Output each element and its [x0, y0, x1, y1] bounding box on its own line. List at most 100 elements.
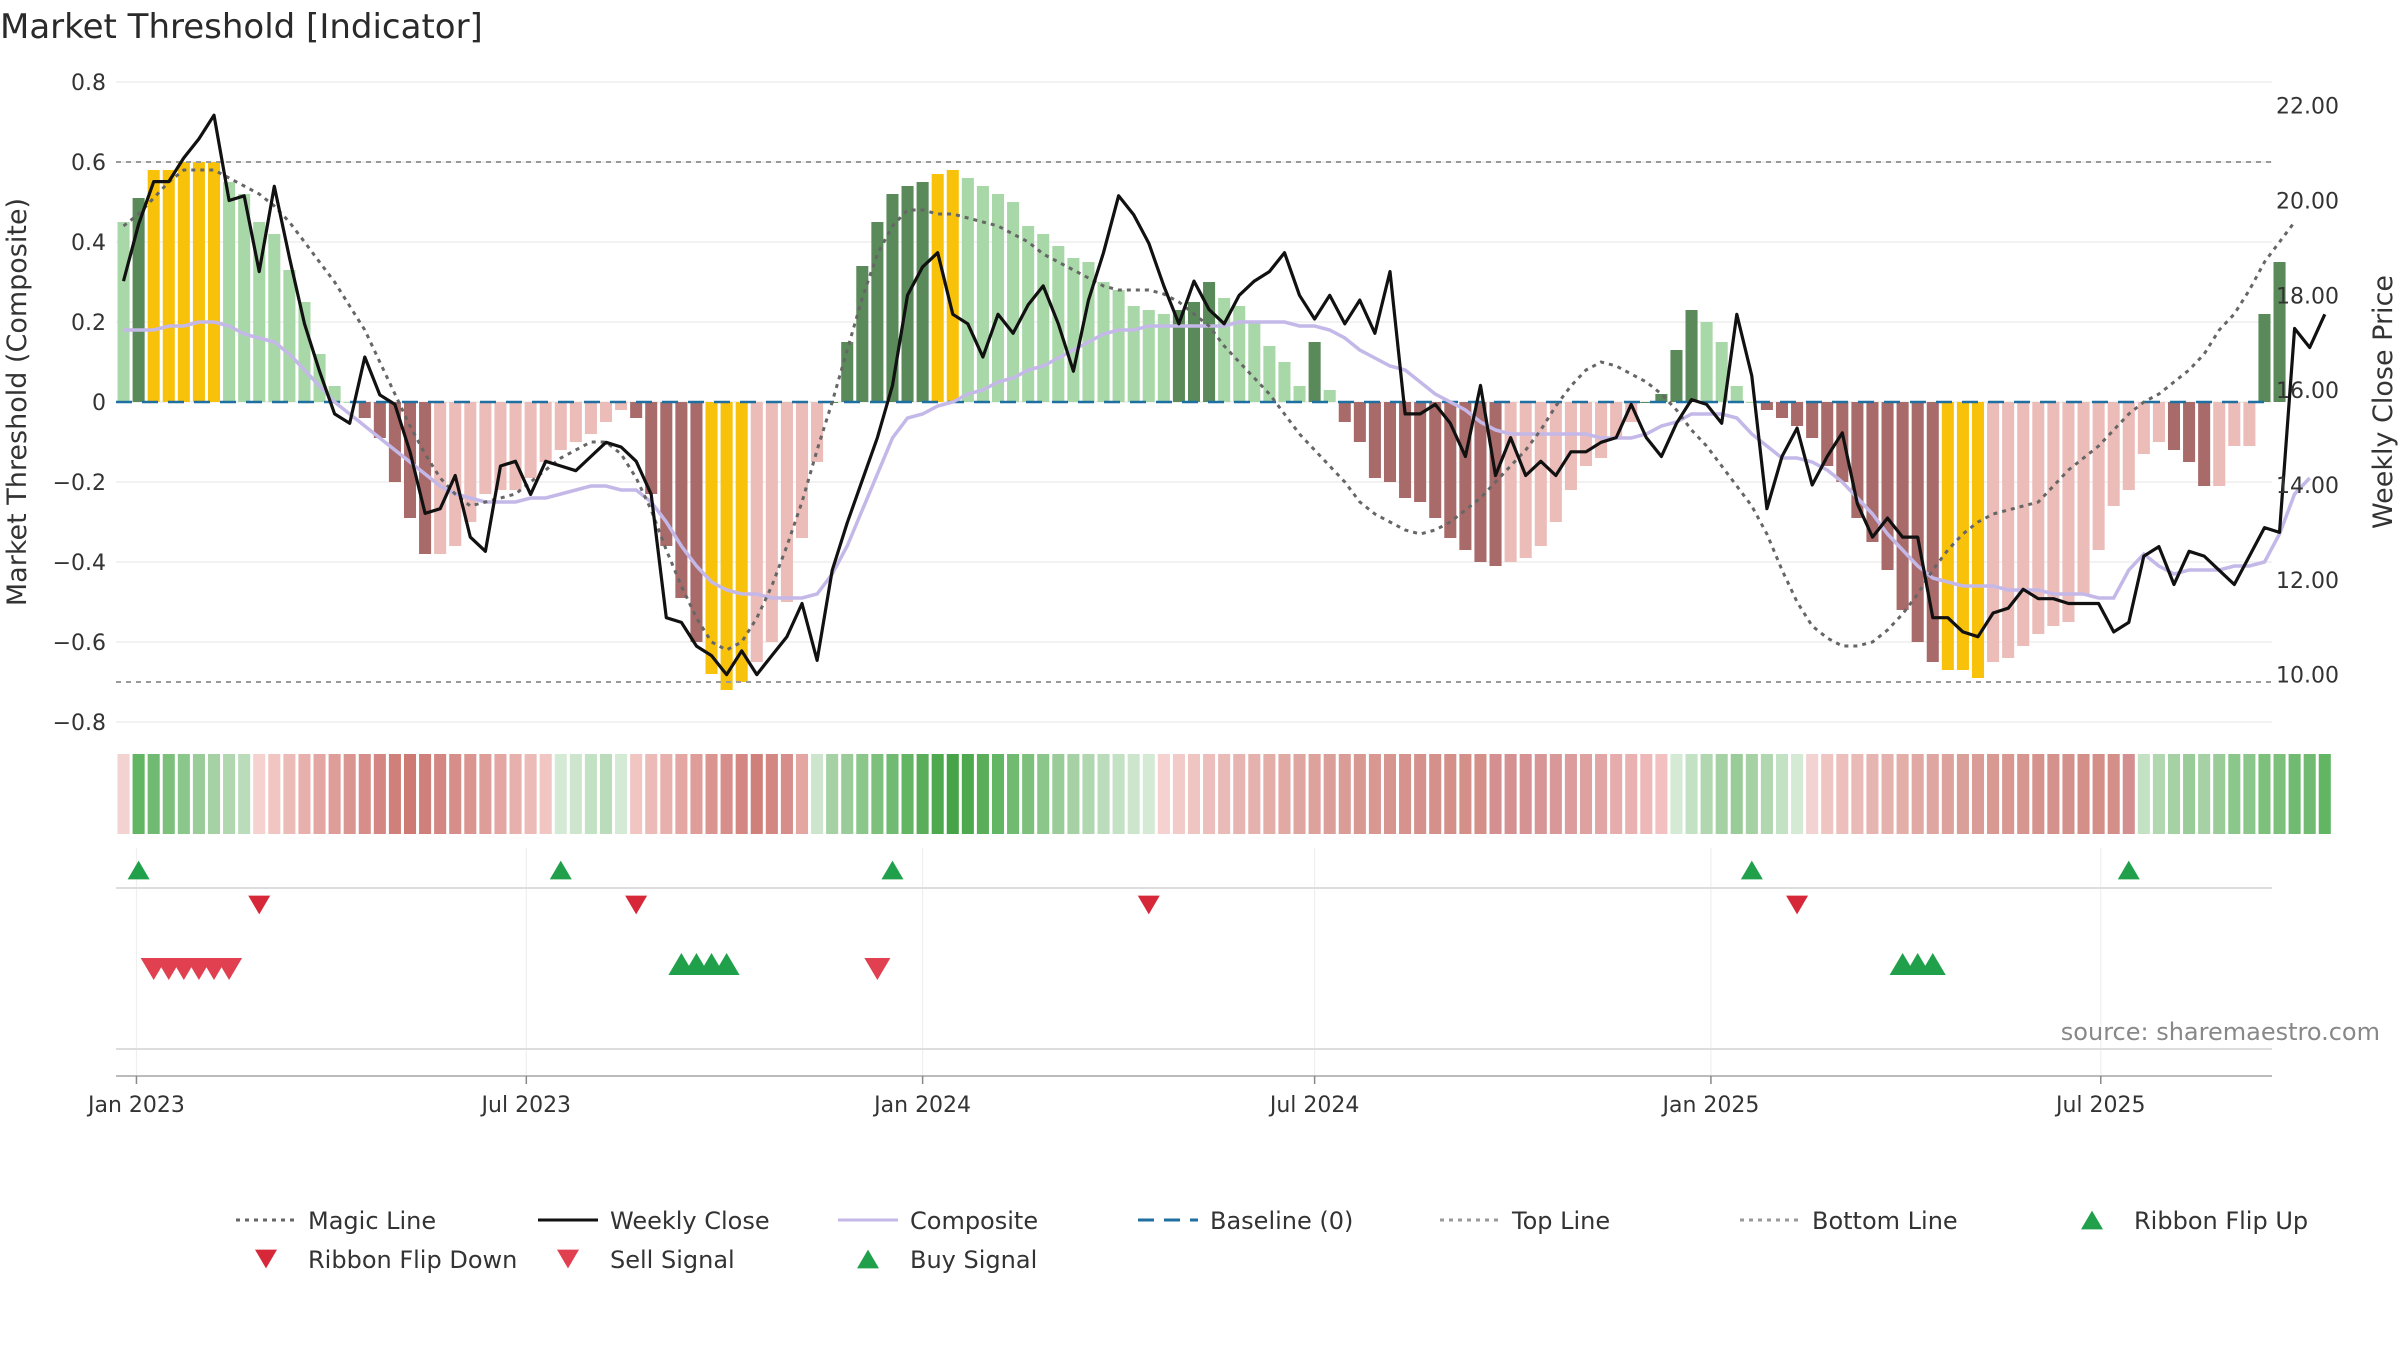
composite-bar — [373, 402, 386, 438]
composite-bar — [1368, 402, 1381, 478]
composite-bar — [2017, 402, 2030, 646]
ribbon-cell — [2318, 754, 2331, 834]
ribbon-cell — [1263, 754, 1276, 834]
ribbon-cell — [434, 754, 447, 834]
y-right-tick-label: 14.00 — [2276, 474, 2339, 499]
composite-bar — [479, 402, 492, 494]
composite-bar — [1504, 402, 1517, 562]
composite-bar — [1775, 402, 1789, 418]
composite-bar — [1187, 302, 1201, 402]
ribbon-cell — [660, 754, 673, 834]
legend-label: Top Line — [1511, 1207, 1610, 1235]
composite-bar — [1700, 322, 1713, 402]
composite-bar — [1610, 402, 1623, 438]
composite-bar — [750, 402, 763, 662]
ribbon-cell — [2077, 754, 2090, 834]
ribbon-cell — [207, 754, 221, 834]
ribbon-cell — [479, 754, 492, 834]
y-right-tick-label: 22.00 — [2276, 95, 2339, 120]
y-left-tick-label: 0.6 — [71, 151, 106, 176]
composite-bar — [705, 402, 718, 674]
ribbon-cell — [1836, 754, 1849, 834]
ribbon-cell — [464, 754, 477, 834]
ribbon-cell — [871, 754, 884, 834]
composite-bar — [2167, 402, 2181, 450]
composite-bar — [1112, 290, 1125, 402]
x-tick-label: Jan 2024 — [872, 1093, 971, 1118]
ribbon-cell — [1941, 754, 1954, 834]
ribbon-cell — [720, 754, 733, 834]
composite-bar — [1806, 402, 1819, 438]
ribbon-cell — [1052, 754, 1065, 834]
y-axis-left-label: Market Threshold (Composite) — [2, 198, 33, 606]
composite-bar — [675, 402, 688, 598]
composite-bar — [434, 402, 447, 554]
composite-bar — [2228, 402, 2241, 446]
legend-label: Buy Signal — [910, 1246, 1037, 1274]
ribbon-cell — [1519, 754, 1532, 834]
legend: Magic Line Weekly Close Composite Baseline … — [236, 1207, 2308, 1274]
composite-bar — [841, 342, 854, 402]
ribbon-cell — [1700, 754, 1713, 834]
composite-bar — [1414, 402, 1427, 502]
y-right-tick-label: 16.00 — [2276, 379, 2339, 404]
ribbon-cell — [1293, 754, 1306, 834]
composite-bar — [1519, 402, 1532, 558]
ribbon-cell — [419, 754, 432, 834]
composite-bar — [1127, 306, 1140, 402]
composite-bar — [2243, 402, 2256, 446]
ribbon-cell — [1218, 754, 1231, 834]
ribbon-cell — [2273, 754, 2286, 834]
ribbon-cell — [1625, 754, 1638, 834]
composite-bar — [2137, 402, 2150, 454]
ribbon-cell — [1399, 754, 1412, 834]
composite-bar — [1067, 258, 1080, 402]
composite-bar — [207, 162, 221, 402]
composite-bar — [2032, 402, 2045, 634]
series-lines — [121, 113, 2327, 677]
ribbon-cell — [268, 754, 281, 834]
ribbon-cell — [343, 754, 356, 834]
ribbon-cell — [1866, 754, 1879, 834]
x-tick-label: Jul 2023 — [480, 1093, 572, 1118]
composite-bar — [961, 178, 974, 402]
composite-bar — [1353, 402, 1366, 442]
composite-bar — [117, 222, 130, 402]
ribbon-cell — [991, 754, 1005, 834]
ribbon-cell — [916, 754, 929, 834]
composite-bar — [931, 174, 944, 402]
composite-bar — [1564, 402, 1577, 490]
ribbon-cell — [1383, 754, 1397, 834]
ribbon-cell — [1595, 754, 1608, 834]
ribbon-cell — [856, 754, 869, 834]
ribbon-cell — [1775, 754, 1789, 834]
composite-bar — [1248, 322, 1261, 402]
buy-signal-marker — [1919, 952, 1946, 976]
ribbon-cell — [1610, 754, 1623, 834]
ribbon-cell — [1444, 754, 1457, 834]
ribbon-cell — [1278, 754, 1291, 834]
ribbon-cell — [2288, 754, 2301, 834]
ribbon-cell — [1338, 754, 1351, 834]
composite-bar — [946, 170, 959, 402]
ribbon-cell — [1564, 754, 1577, 834]
ribbon-cell — [826, 754, 839, 834]
ribbon-cell — [630, 754, 643, 834]
ribbon-cell — [976, 754, 989, 834]
ribbon-cell — [2228, 754, 2241, 834]
composite-bar — [720, 402, 733, 690]
ribbon-cell — [1956, 754, 1969, 834]
ribbon-cell — [2107, 754, 2120, 834]
ribbon-cell — [1007, 754, 1020, 834]
ribbon-cell — [1534, 754, 1547, 834]
ribbon-cell — [599, 754, 613, 834]
composite-bar — [2258, 314, 2271, 402]
y-left-tick-label: 0 — [92, 391, 106, 416]
composite-bar — [1142, 310, 1155, 402]
composite-bar — [464, 402, 477, 522]
ribbon-cell — [2213, 754, 2226, 834]
composite-bar — [343, 402, 356, 403]
ribbon-cell — [1987, 754, 2000, 834]
ribbon-flip-down-marker — [1137, 895, 1160, 915]
ribbon-cell — [1896, 754, 1909, 834]
